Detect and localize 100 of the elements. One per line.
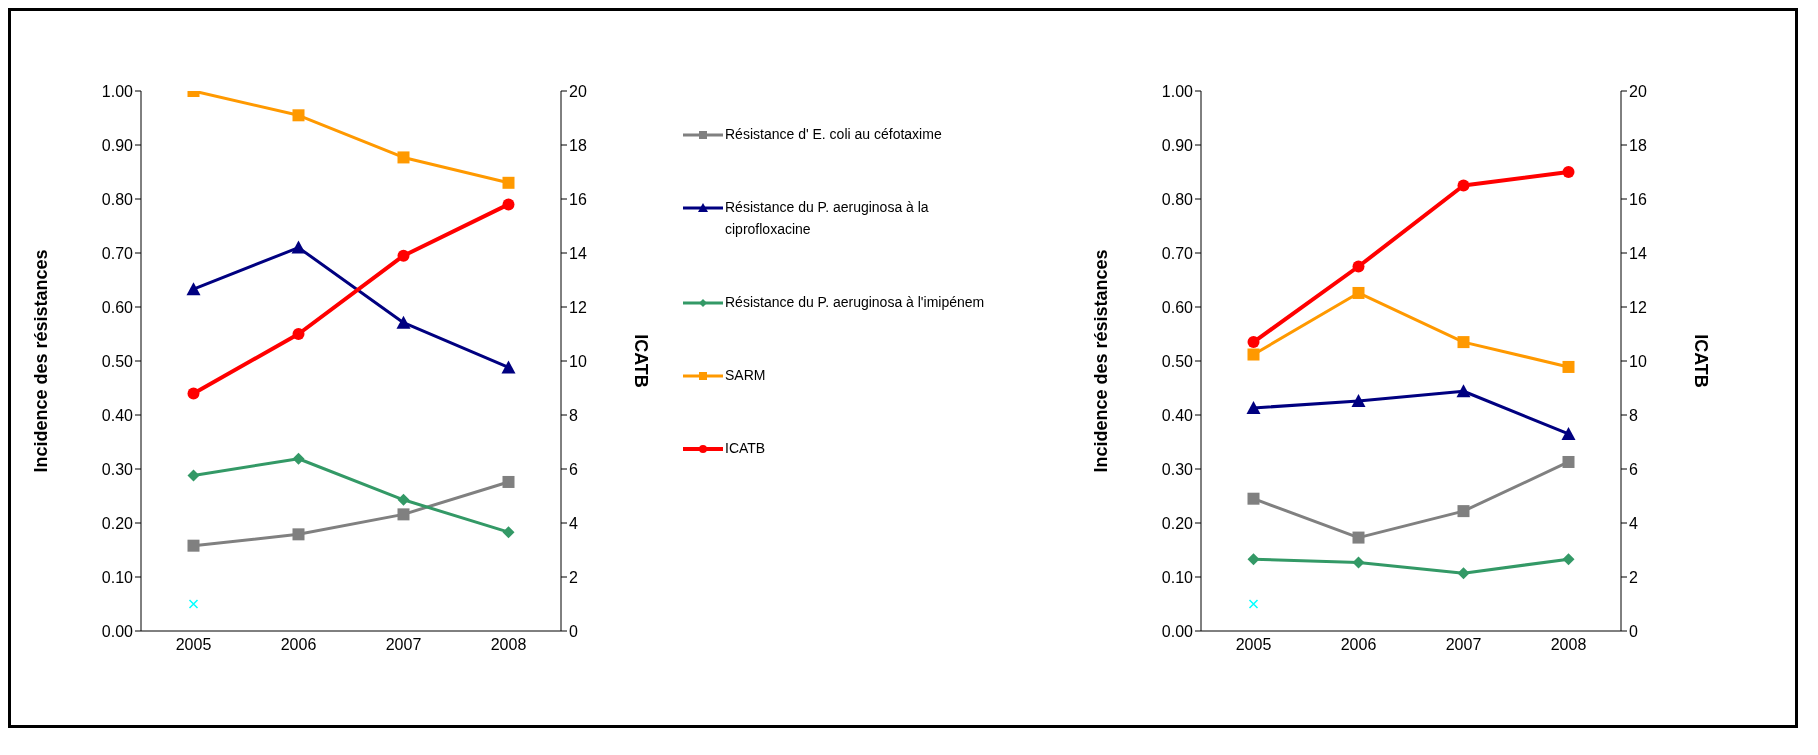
y-tick-label: 0.20 (101, 514, 134, 532)
y-tick-label: 0.30 (1161, 460, 1194, 478)
point (1248, 599, 1259, 609)
point (397, 493, 410, 506)
point (1562, 166, 1575, 178)
x-tick-label: 2005 (175, 636, 212, 654)
y2-axis-title: ICATB (1690, 334, 1711, 388)
y-tick-label: 0.40 (1161, 406, 1194, 424)
y-tick-label: 0.50 (101, 352, 134, 370)
y-tick-label: 0.70 (1161, 244, 1194, 262)
y-tick-label: 0.00 (1161, 622, 1194, 640)
y2-tick-label: 16 (1629, 190, 1647, 208)
point (1352, 286, 1365, 299)
point (1457, 505, 1470, 518)
y2-tick-label: 0 (1629, 622, 1638, 640)
x-tick-label: 2006 (1340, 636, 1377, 654)
point (502, 526, 515, 539)
point (1247, 348, 1260, 361)
y-tick-label: 0.50 (1161, 352, 1194, 370)
y-tick-label: 1.00 (101, 82, 134, 100)
y2-tick-label: 10 (1629, 352, 1647, 370)
y2-tick-label: 0 (569, 622, 578, 640)
point (1352, 556, 1365, 569)
y2-tick-label: 18 (569, 136, 587, 154)
y-tick-label: 0.30 (101, 460, 134, 478)
y-tick-label: 0.00 (101, 622, 134, 640)
point (186, 282, 201, 296)
y2-tick-label: 8 (1629, 406, 1638, 424)
y-tick-label: 0.20 (1161, 514, 1194, 532)
legend-label: Résistance du P. aeruginosa à l'imipénem (725, 293, 985, 312)
y2-tick-label: 14 (569, 244, 587, 262)
point (1457, 179, 1470, 192)
point (1352, 531, 1365, 544)
y-tick-label: 0.60 (1161, 298, 1194, 316)
point (501, 360, 516, 374)
point (292, 528, 305, 541)
y-tick-label: 0.80 (1161, 190, 1194, 208)
point (187, 539, 200, 552)
point (1456, 384, 1471, 398)
y2-tick-label: 2 (569, 568, 578, 586)
y-axis-title: Incidence des résistances (1091, 249, 1112, 473)
y2-tick-label: 6 (1629, 460, 1638, 478)
y-tick-label: 0.60 (101, 298, 134, 316)
y2-tick-label: 12 (569, 298, 587, 316)
y-tick-label: 0.90 (1161, 136, 1194, 154)
point (1562, 553, 1575, 566)
point (396, 315, 411, 329)
y2-tick-label: 20 (1629, 82, 1647, 100)
point (1247, 336, 1260, 349)
point (187, 387, 200, 400)
point (397, 151, 410, 164)
y2-tick-label: 14 (1629, 244, 1647, 262)
legend-label: Résistance d' E. coli au céfotaxime (725, 125, 942, 144)
point (502, 475, 515, 488)
y-axis-title: Incidence des résistances (31, 249, 52, 473)
y2-tick-label: 16 (569, 190, 587, 208)
point (1457, 336, 1470, 349)
y2-tick-label: 20 (569, 82, 587, 100)
point (1247, 492, 1260, 505)
point (397, 508, 410, 521)
y2-tick-label: 2 (1629, 568, 1638, 586)
x-tick-label: 2005 (1235, 636, 1272, 654)
point (1246, 400, 1261, 414)
point (502, 198, 515, 211)
y2-axis-title: ICATB (630, 334, 651, 388)
point (502, 176, 515, 189)
y-tick-label: 0.80 (101, 190, 134, 208)
point (1562, 455, 1575, 468)
y2-tick-label: 4 (1629, 514, 1638, 532)
point (1351, 393, 1366, 407)
point (292, 328, 305, 340)
y2-tick-label: 4 (569, 514, 578, 532)
point (292, 109, 305, 122)
x-tick-label: 2008 (490, 636, 527, 654)
y2-tick-label: 10 (569, 352, 587, 370)
x-tick-label: 2007 (1445, 636, 1482, 654)
legend-label: SARM (725, 366, 766, 385)
legend-label: ICATB (725, 439, 766, 458)
point (1561, 426, 1576, 440)
legend-label: Résistance du P. aeruginosa à la ciprofloxacine (725, 198, 930, 239)
y-tick-label: 0.70 (101, 244, 134, 262)
y-tick-label: 0.10 (101, 568, 134, 586)
y-tick-label: 1.00 (1161, 82, 1194, 100)
x-tick-label: 2007 (385, 636, 422, 654)
point (292, 452, 305, 465)
y-tick-label: 0.40 (101, 406, 134, 424)
point (188, 599, 199, 609)
y2-tick-label: 8 (569, 406, 578, 424)
x-tick-label: 2008 (1550, 636, 1587, 654)
y2-tick-label: 6 (569, 460, 578, 478)
y2-tick-label: 18 (1629, 136, 1647, 154)
x-tick-label: 2006 (280, 636, 317, 654)
point (291, 240, 306, 254)
point (1352, 260, 1365, 273)
point (1457, 567, 1470, 580)
y-tick-label: 0.90 (101, 136, 134, 154)
y2-tick-label: 12 (1629, 298, 1647, 316)
point (397, 249, 410, 262)
point (187, 469, 200, 482)
point (1247, 553, 1260, 566)
